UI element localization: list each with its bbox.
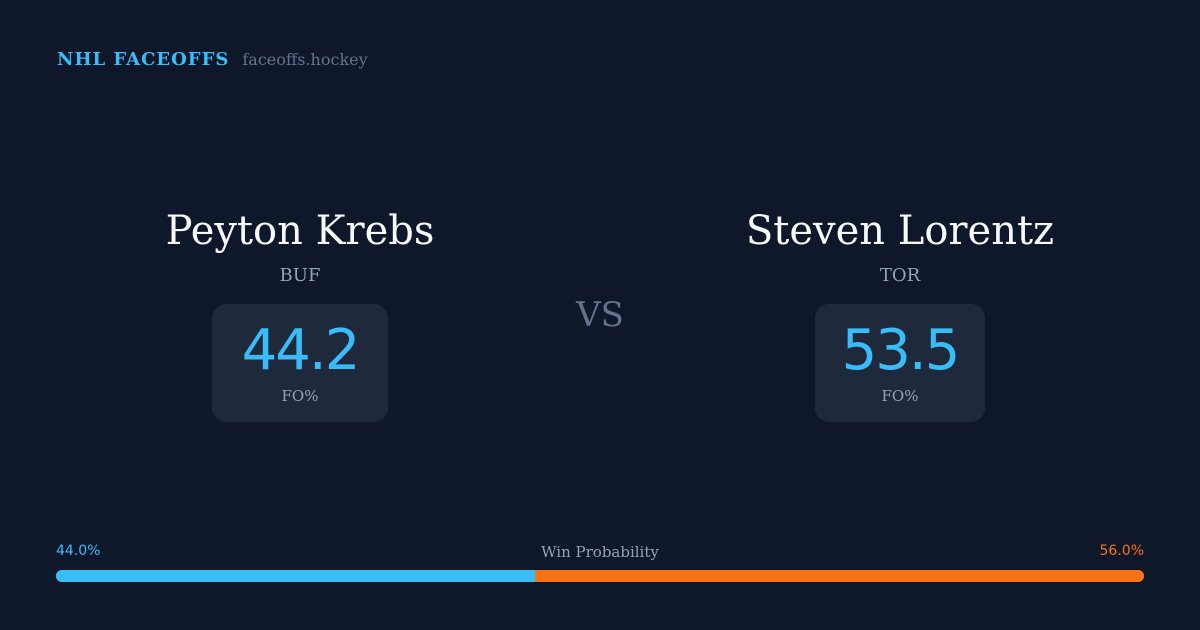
win-probability-label: Win Probability — [541, 543, 659, 561]
faceoff-label: FO% — [881, 387, 919, 405]
right-win-probability: 56.0% — [1099, 543, 1144, 559]
player-left: Peyton Krebs BUF 44.2 FO% — [50, 205, 550, 422]
player-name: Peyton Krebs — [165, 208, 435, 254]
win-probability-left-fill — [56, 570, 535, 582]
faceoff-stat-card: 44.2 FO% — [212, 304, 388, 422]
player-right: Steven Lorentz TOR 53.5 FO% — [650, 205, 1150, 422]
versus-label: VS — [576, 295, 624, 335]
faceoff-label: FO% — [281, 387, 319, 405]
brand: NHL FACEOFFS faceoffs.hockey — [57, 49, 368, 70]
brand-name: NHL FACEOFFS — [57, 49, 230, 70]
win-probability-right-fill — [534, 570, 1144, 582]
left-win-probability: 44.0% — [56, 543, 101, 559]
faceoff-percentage: 53.5 — [841, 318, 961, 383]
player-team: BUF — [279, 265, 321, 286]
win-probability-bar — [56, 570, 1144, 582]
player-team: TOR — [879, 265, 921, 286]
brand-site: faceoffs.hockey — [242, 50, 368, 69]
faceoff-percentage: 44.2 — [241, 318, 361, 383]
player-name: Steven Lorentz — [745, 208, 1055, 254]
faceoff-stat-card: 53.5 FO% — [815, 304, 985, 422]
